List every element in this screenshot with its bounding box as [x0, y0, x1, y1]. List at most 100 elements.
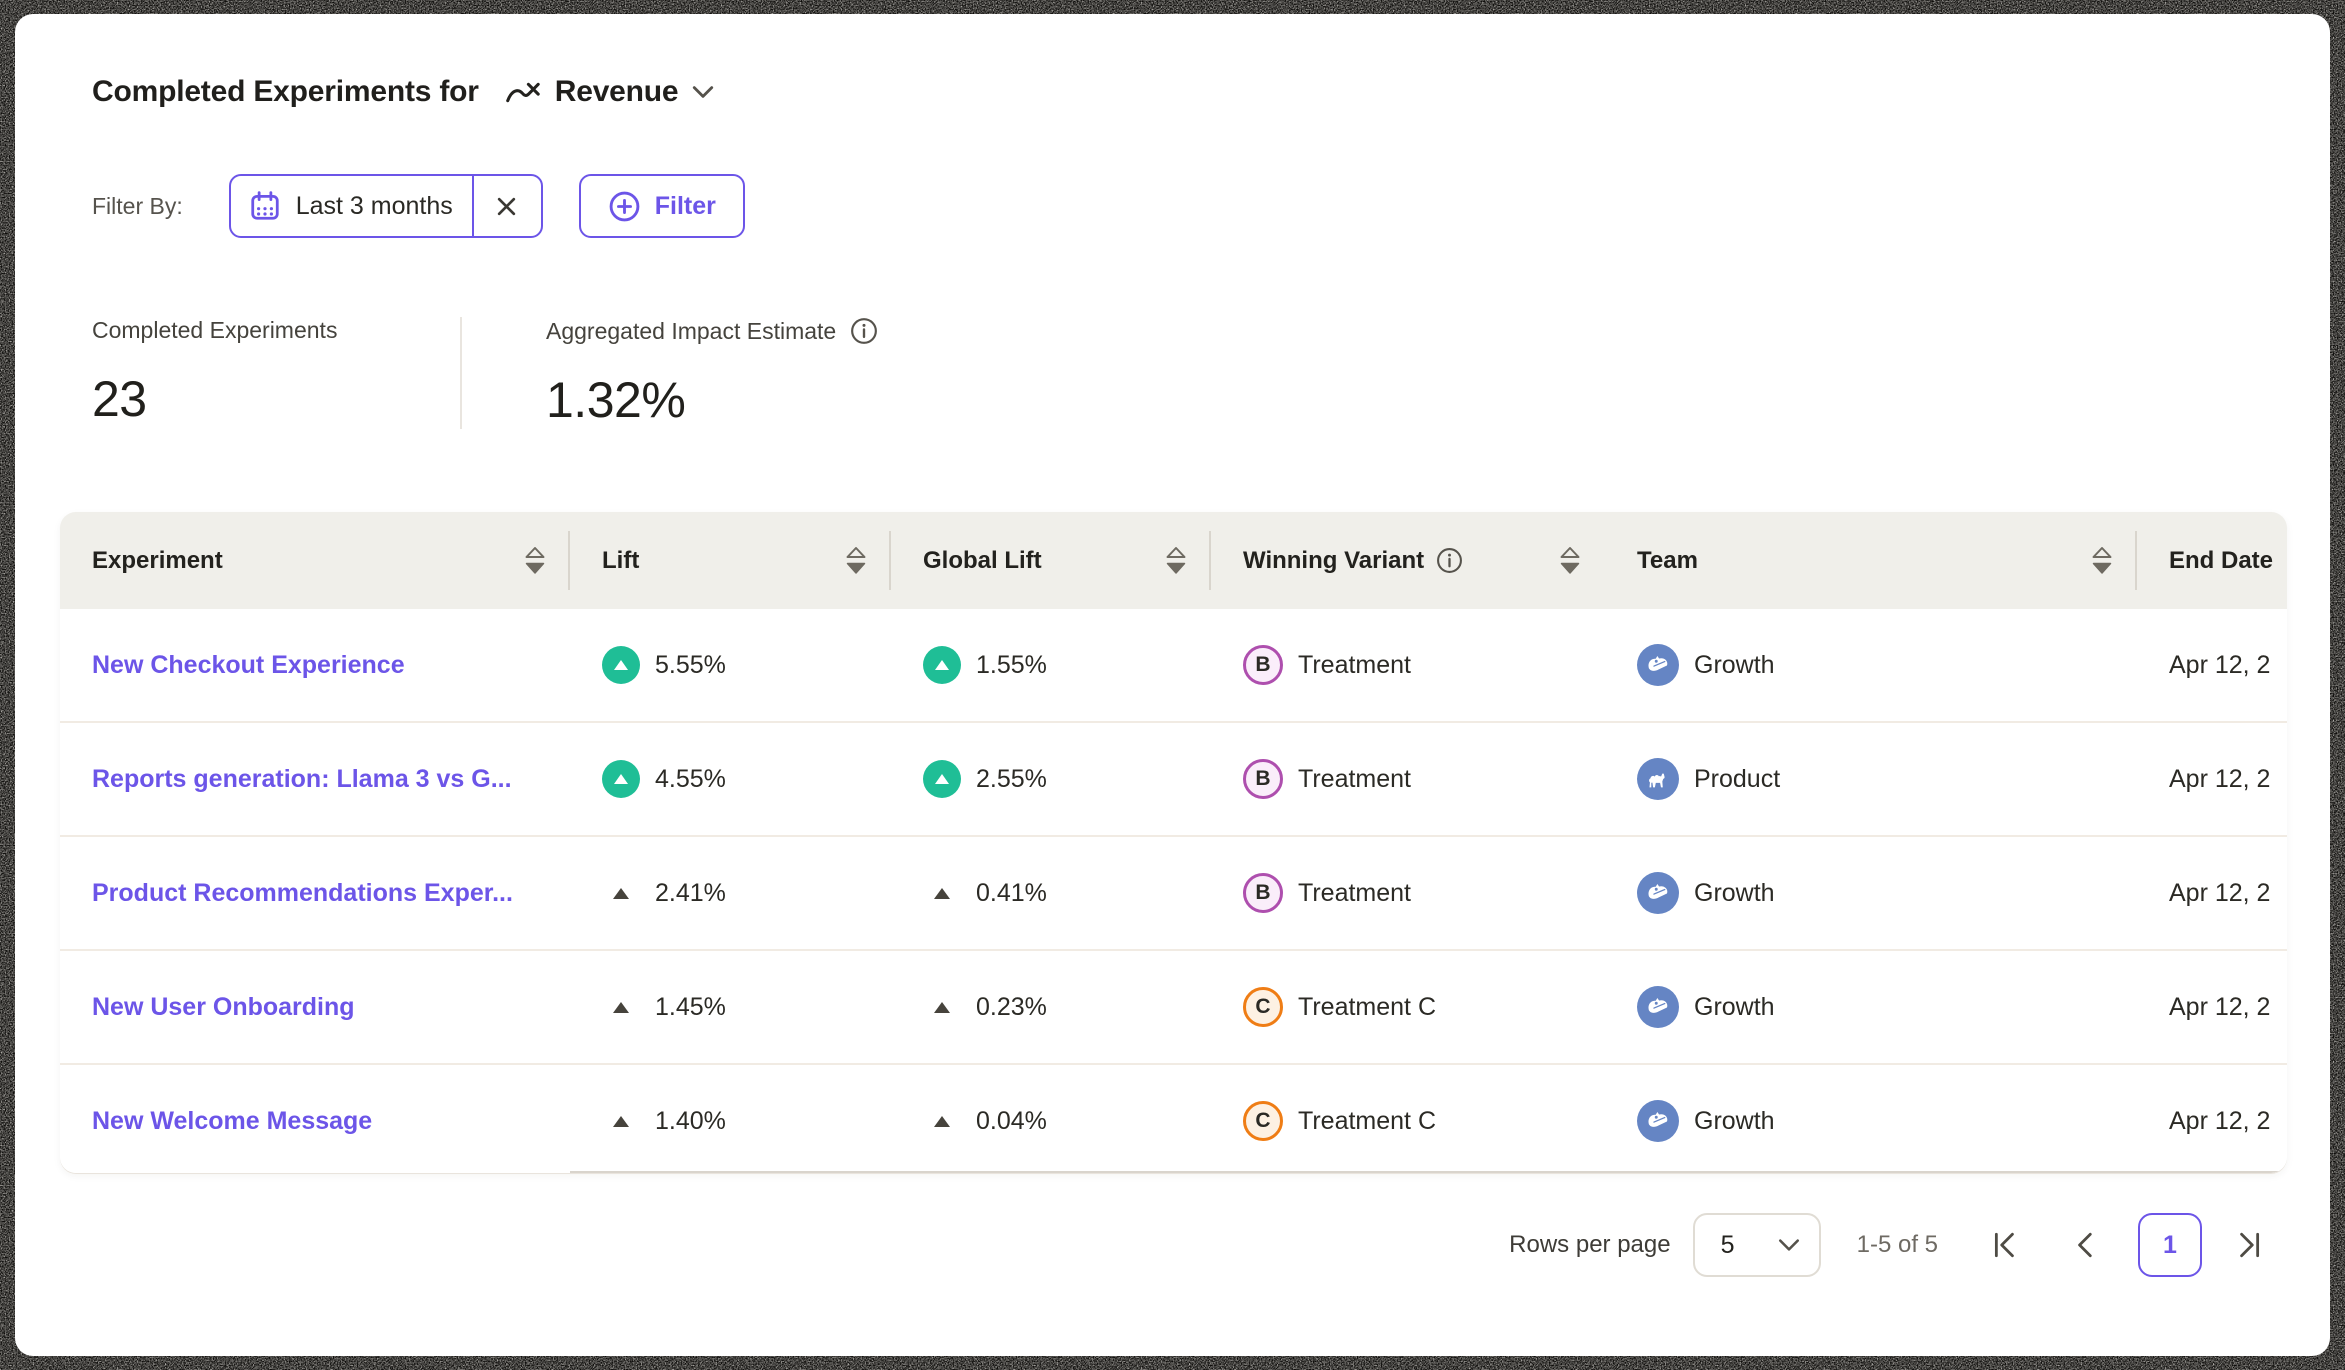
first-page-icon	[1994, 1232, 2014, 1258]
first-page-button[interactable]	[1988, 1227, 2024, 1263]
lift-up-caret	[602, 887, 640, 899]
info-icon[interactable]	[1436, 547, 1463, 574]
column-divider	[889, 531, 891, 590]
crocodile-icon	[1647, 655, 1667, 671]
column-label: Experiment	[92, 546, 223, 574]
variant-label: Treatment C	[1298, 992, 1437, 1021]
table-row: New Checkout Experience 5.55% 1.55% B Tr…	[60, 609, 2287, 721]
chevron-left-icon	[2078, 1232, 2092, 1258]
lift-up-badge	[602, 760, 640, 798]
column-header-end_date: End Date	[2137, 512, 2287, 609]
table-row: Reports generation: Llama 3 vs G... 4.55…	[60, 721, 2287, 835]
last-page-button[interactable]	[2230, 1227, 2266, 1263]
variant-badge-c: C	[1243, 987, 1283, 1027]
end-date-value: Apr 12, 2	[2169, 764, 2271, 793]
experiment-link[interactable]: Product Recommendations Exper...	[92, 878, 513, 907]
experiment-link[interactable]: New Checkout Experience	[92, 650, 405, 679]
stats-divider	[460, 317, 462, 429]
stats-row: Completed Experiments 23 Aggregated Impa…	[92, 317, 878, 429]
global-lift-value: 0.04%	[976, 1106, 1047, 1135]
experiment-link[interactable]: Reports generation: Llama 3 vs G...	[92, 764, 512, 793]
filter-row: Filter By: Last 3 months Filter	[92, 173, 745, 239]
lift-value: 5.55%	[655, 650, 726, 679]
team-avatar	[1637, 872, 1679, 914]
completed-experiments-panel: Completed Experiments for Revenue Filter…	[15, 14, 2330, 1356]
calendar-icon	[251, 191, 279, 220]
stat-completed-experiments: Completed Experiments 23	[92, 317, 460, 429]
crocodile-icon	[1647, 997, 1667, 1013]
plus-circle-icon	[609, 191, 640, 221]
date-filter-chip[interactable]: Last 3 months	[228, 174, 543, 238]
stat-label: Aggregated Impact Estimate	[546, 317, 837, 344]
end-date-value: Apr 12, 2	[2169, 878, 2271, 907]
column-divider	[568, 531, 570, 590]
variant-badge-b: B	[1243, 645, 1283, 685]
column-header-experiment[interactable]: Experiment	[60, 512, 570, 609]
column-divider	[2135, 531, 2137, 590]
stat-value: 23	[92, 371, 147, 427]
metric-name: Revenue	[554, 75, 679, 108]
table-row: New Welcome Message 1.40% 0.04% C Treatm…	[60, 1063, 2287, 1173]
add-filter-label: Filter	[654, 191, 716, 220]
global-lift-up-badge	[923, 760, 961, 798]
team-name: Growth	[1694, 650, 1775, 679]
sort-icon[interactable]	[522, 545, 548, 576]
remove-date-filter-button[interactable]	[489, 188, 525, 224]
column-label: Winning Variant	[1243, 546, 1425, 574]
metric-selector[interactable]: Revenue	[505, 75, 716, 109]
end-date-value: Apr 12, 2	[2169, 1106, 2271, 1135]
sort-icon[interactable]	[2089, 545, 2115, 576]
column-header-global_lift[interactable]: Global Lift	[891, 512, 1211, 609]
table-row: Product Recommendations Exper... 2.41% 0…	[60, 835, 2287, 949]
lift-value: 4.55%	[655, 764, 726, 793]
sort-icon[interactable]	[1163, 545, 1189, 576]
rows-per-page-label: Rows per page	[1509, 1231, 1671, 1258]
variant-label: Treatment	[1298, 650, 1412, 679]
sort-icon[interactable]	[843, 545, 869, 576]
team-avatar	[1637, 1100, 1679, 1142]
variant-label: Treatment	[1298, 878, 1412, 907]
team-name: Growth	[1694, 1106, 1775, 1135]
pagination-range-label: 1-5 of 5	[1856, 1231, 1938, 1258]
column-divider	[1209, 531, 1211, 590]
stat-aggregated-impact: Aggregated Impact Estimate 1.32%	[546, 317, 878, 429]
table-body: New Checkout Experience 5.55% 1.55% B Tr…	[60, 609, 2287, 1173]
global-lift-up-badge	[923, 646, 961, 684]
table-header-row: Experiment Lift Global Lift Winning Vari…	[60, 512, 2287, 609]
horizontal-scrollbar[interactable]	[570, 1171, 2287, 1173]
info-icon[interactable]	[850, 317, 878, 345]
chevron-down-icon	[693, 86, 714, 98]
add-filter-button[interactable]: Filter	[578, 174, 745, 238]
previous-page-button[interactable]	[2068, 1227, 2104, 1263]
global-lift-value: 0.23%	[976, 992, 1047, 1021]
metric-trend-icon	[505, 82, 540, 102]
rows-per-page-value: 5	[1720, 1230, 1735, 1259]
crocodile-icon	[1647, 1111, 1667, 1127]
global-lift-up-caret	[923, 887, 961, 899]
column-header-lift[interactable]: Lift	[570, 512, 891, 609]
rows-per-page-select[interactable]: 5	[1692, 1213, 1821, 1277]
sort-icon[interactable]	[1557, 545, 1583, 576]
lift-value: 2.41%	[655, 878, 726, 907]
team-name: Growth	[1694, 878, 1775, 907]
variant-badge-b: B	[1243, 873, 1283, 913]
experiment-link[interactable]: New Welcome Message	[92, 1106, 373, 1135]
crocodile-icon	[1647, 883, 1667, 899]
lift-up-caret	[602, 1115, 640, 1127]
team-name: Growth	[1694, 992, 1775, 1021]
date-filter-label: Last 3 months	[295, 191, 453, 220]
end-date-value: Apr 12, 2	[2169, 650, 2271, 679]
column-header-team[interactable]: Team	[1605, 512, 2137, 609]
variant-label: Treatment	[1298, 764, 1412, 793]
filter-by-label: Filter By:	[92, 192, 183, 219]
team-avatar	[1637, 758, 1679, 800]
global-lift-up-caret	[923, 1115, 961, 1127]
lift-up-badge	[602, 646, 640, 684]
variant-label: Treatment C	[1298, 1106, 1437, 1135]
page-title: Completed Experiments for	[92, 75, 479, 108]
column-label: Team	[1637, 546, 1698, 574]
column-header-winning_variant[interactable]: Winning Variant	[1211, 512, 1605, 609]
lift-value: 1.45%	[655, 992, 726, 1021]
experiment-link[interactable]: New User Onboarding	[92, 992, 355, 1021]
current-page-button[interactable]: 1	[2138, 1213, 2202, 1277]
